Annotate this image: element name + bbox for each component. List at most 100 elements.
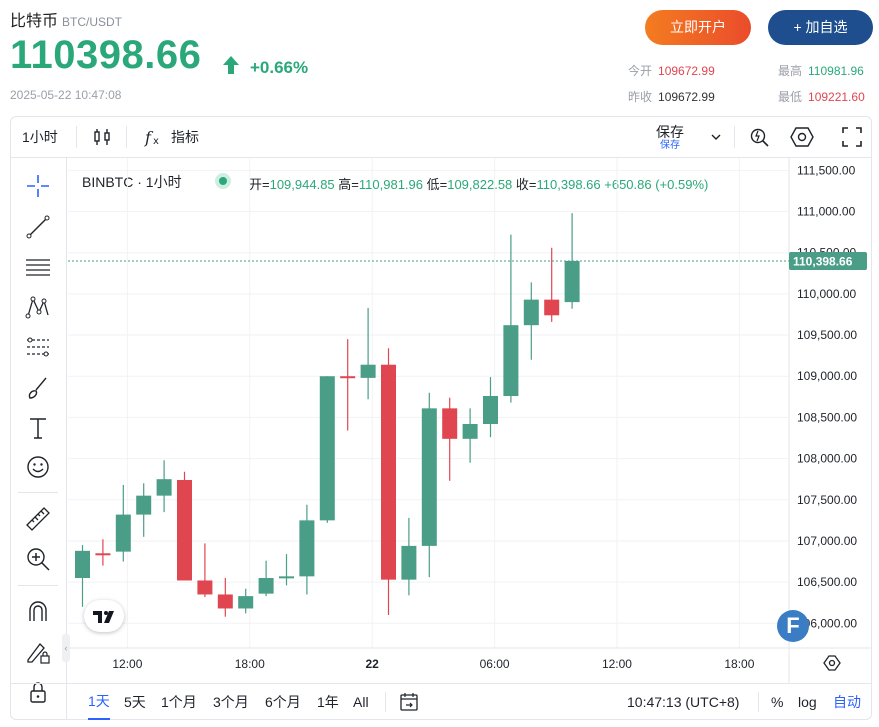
range-6m[interactable]: 6个月 xyxy=(265,694,301,710)
x-tick-label: 22 xyxy=(366,657,380,671)
candle-body[interactable] xyxy=(75,550,90,578)
last-price-label: 110,398.66 xyxy=(793,255,853,269)
chart-symbol-label[interactable]: BINBTC · 1小时 xyxy=(82,174,182,190)
log-toggle[interactable]: log xyxy=(798,694,817,710)
y-tick-label: 109,500.00 xyxy=(797,328,857,342)
chart-widget xyxy=(10,116,872,720)
lock-pen-icon[interactable] xyxy=(24,638,52,666)
axis-settings-icon-center xyxy=(828,659,836,667)
candle-body[interactable] xyxy=(258,578,274,594)
chart-toolbar: 1小时 f x 指标 保存 保存 xyxy=(10,116,872,158)
brush-icon[interactable] xyxy=(24,374,52,402)
emoji-icon[interactable] xyxy=(24,453,52,481)
quote-timestamp: 2025-05-22 10:47:08 xyxy=(10,88,122,102)
candle-body[interactable] xyxy=(340,376,356,379)
candle-body[interactable] xyxy=(95,553,111,556)
candle-body[interactable] xyxy=(136,495,152,515)
candle-body[interactable] xyxy=(156,479,172,496)
range-divider xyxy=(758,692,759,712)
collapse-sidebar-handle[interactable]: ‹ xyxy=(62,634,70,662)
candle-body[interactable] xyxy=(279,576,294,579)
save-button[interactable]: 保存 xyxy=(656,124,684,140)
crosshair-icon[interactable] xyxy=(24,172,52,200)
pattern-icon[interactable] xyxy=(24,293,52,321)
low-label: 低= xyxy=(426,177,448,192)
high-label: 高= xyxy=(338,177,359,192)
range-bar: 1天 5天 1个月 3个月 6个月 1年 All 10:47:13 (UTC+8… xyxy=(10,683,872,720)
candle-body[interactable] xyxy=(462,424,478,439)
y-tick-label: 108,000.00 xyxy=(797,452,857,466)
open-account-button[interactable]: 立即开户 xyxy=(645,10,751,45)
ruler-icon[interactable] xyxy=(24,505,52,533)
range-1m[interactable]: 1个月 xyxy=(161,694,197,710)
candle-body[interactable] xyxy=(360,364,376,378)
f-badge-icon[interactable]: F xyxy=(777,610,809,642)
coin-title: 比特币 xyxy=(10,13,59,30)
stat-label: 最低 xyxy=(778,90,803,104)
candle-body[interactable] xyxy=(503,325,519,396)
candle-body[interactable] xyxy=(544,299,560,316)
chevron-down-icon[interactable] xyxy=(710,132,722,142)
stat-label: 今开 xyxy=(628,64,653,78)
y-tick-label: 108,500.00 xyxy=(797,410,857,424)
date-range-icon[interactable] xyxy=(398,691,420,713)
toolbar-divider xyxy=(734,126,735,148)
fullscreen-icon[interactable] xyxy=(842,127,862,147)
candle-body[interactable] xyxy=(442,408,458,439)
candle-body[interactable] xyxy=(197,580,213,595)
stat-high: 最高 110981.96 xyxy=(778,62,864,79)
pair-label: BTC/USDT xyxy=(62,15,123,29)
candle-body[interactable] xyxy=(523,299,539,326)
quick-search-icon[interactable] xyxy=(748,126,770,148)
forecast-icon[interactable] xyxy=(24,333,52,361)
high-value: 110,981.96 xyxy=(358,177,423,192)
candle-type-icon[interactable] xyxy=(92,127,112,147)
market-status-icon xyxy=(215,173,231,189)
candle-body[interactable] xyxy=(299,520,315,577)
add-favorite-button[interactable]: + 加自选 xyxy=(768,10,873,45)
horizontal-lines-icon[interactable] xyxy=(24,253,52,281)
interval-selector[interactable]: 1小时 xyxy=(22,129,58,145)
lock-icon[interactable] xyxy=(24,678,52,706)
svg-text:x: x xyxy=(153,136,159,147)
stat-value: 109221.60 xyxy=(808,90,865,104)
candle-body[interactable] xyxy=(421,408,437,546)
stat-value: 110981.96 xyxy=(808,64,864,78)
range-1y[interactable]: 1年 xyxy=(317,694,339,710)
percent-toggle[interactable]: % xyxy=(771,694,784,710)
settings-icon[interactable] xyxy=(790,126,814,148)
candle-body[interactable] xyxy=(401,545,417,580)
candle-body[interactable] xyxy=(115,514,131,552)
y-tick-label: 106,000.00 xyxy=(797,616,857,630)
magnet-icon[interactable] xyxy=(24,597,52,625)
range-3m[interactable]: 3个月 xyxy=(213,694,249,710)
indicators-button[interactable]: 指标 xyxy=(171,129,199,145)
low-value: 109,822.58 xyxy=(447,177,513,192)
drawing-tools-sidebar xyxy=(10,158,67,720)
sidebar-divider xyxy=(18,492,58,493)
tradingview-logo[interactable] xyxy=(84,600,124,632)
stat-label: 昨收 xyxy=(628,90,653,104)
candle-body[interactable] xyxy=(238,596,254,609)
change-percent: +0.66% xyxy=(250,58,309,77)
clock-time[interactable]: 10:47:13 (UTC+8) xyxy=(627,694,740,710)
candle-body[interactable] xyxy=(319,376,335,521)
trend-line-icon[interactable] xyxy=(24,213,52,241)
candle-body[interactable] xyxy=(564,260,580,303)
y-tick-label: 107,500.00 xyxy=(797,493,857,507)
range-1d[interactable]: 1天 xyxy=(88,684,110,720)
close-value: 110,398.66 xyxy=(536,177,601,192)
auto-scale-toggle[interactable]: 自动 xyxy=(833,694,861,710)
zoom-in-icon[interactable] xyxy=(24,545,52,573)
candle-body[interactable] xyxy=(381,364,396,580)
last-price: 110398.66 xyxy=(10,33,202,77)
range-5d[interactable]: 5天 xyxy=(124,694,146,710)
axis-settings-icon[interactable] xyxy=(823,655,841,671)
candle-body[interactable] xyxy=(483,396,498,424)
candle-body[interactable] xyxy=(177,480,192,581)
candle-body[interactable] xyxy=(217,594,233,609)
function-icon[interactable]: f x xyxy=(143,127,163,147)
text-tool-icon[interactable] xyxy=(24,414,52,442)
range-all[interactable]: All xyxy=(353,694,369,710)
